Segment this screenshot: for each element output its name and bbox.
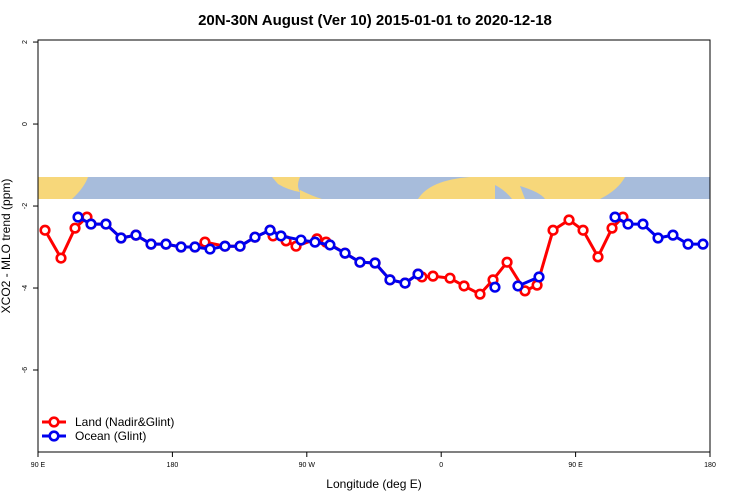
data-point (199, 236, 211, 248)
legend-marker (48, 430, 60, 442)
data-point (697, 238, 709, 250)
data-point (130, 229, 142, 241)
y-tick-label: -4 (22, 285, 29, 291)
data-point (399, 277, 411, 289)
chart-title: 20N-30N August (Ver 10) 2015-01-01 to 20… (198, 12, 552, 29)
data-point (275, 230, 287, 242)
data-point (234, 240, 246, 252)
data-point (577, 224, 589, 236)
data-point (354, 256, 366, 268)
data-point (204, 243, 216, 255)
data-point (458, 280, 470, 292)
legend-marker (48, 416, 60, 428)
y-tick-label: -2 (22, 203, 29, 209)
y-axis-label: XCO2 - MLO trend (ppm) (0, 179, 13, 314)
data-point (55, 252, 67, 264)
data-point (249, 231, 261, 243)
x-tick-label: 180 (704, 462, 716, 469)
data-point (412, 268, 424, 280)
legend-label: Land (Nadir&Glint) (75, 415, 174, 429)
data-point (519, 285, 531, 297)
data-point (606, 222, 618, 234)
legend-label: Ocean (Glint) (75, 429, 146, 443)
y-tick-label: 0 (22, 122, 29, 126)
y-tick-label: -6 (22, 367, 29, 373)
data-point (489, 281, 501, 293)
data-point (189, 241, 201, 253)
data-point (295, 234, 307, 246)
data-point (547, 224, 559, 236)
data-point (444, 272, 456, 284)
x-tick-label: 90 E (31, 462, 46, 469)
data-point (533, 271, 545, 283)
x-tick-label: 180 (167, 462, 179, 469)
data-point (427, 270, 439, 282)
data-point (384, 274, 396, 286)
data-point (100, 218, 112, 230)
map-strip (38, 177, 710, 199)
plot-frame (37, 39, 711, 453)
data-point (160, 238, 172, 250)
data-point (563, 214, 575, 226)
x-tick-label: 90 E (568, 462, 583, 469)
data-point (264, 224, 276, 236)
data-point (324, 239, 336, 251)
data-point (39, 224, 51, 236)
data-point (652, 232, 664, 244)
data-point (309, 236, 321, 248)
data-point (145, 238, 157, 250)
data-point (501, 256, 513, 268)
data-point (474, 288, 486, 300)
data-point (622, 218, 634, 230)
data-point (369, 257, 381, 269)
data-point (72, 211, 84, 223)
data-point (69, 222, 81, 234)
x-tick-label: 90 W (299, 462, 316, 469)
data-point (175, 241, 187, 253)
x-axis-label: Longitude (deg E) (326, 477, 421, 491)
y-tick-label: 2 (22, 40, 29, 44)
data-point (85, 218, 97, 230)
data-point (682, 238, 694, 250)
data-point (512, 280, 524, 292)
data-point (592, 251, 604, 263)
data-point (339, 247, 351, 259)
data-point (637, 218, 649, 230)
data-point (609, 211, 621, 223)
data-point (667, 229, 679, 241)
data-point (115, 232, 127, 244)
x-tick-label: 0 (439, 462, 443, 469)
legend: Land (Nadir&Glint)Ocean (Glint) (42, 415, 174, 443)
data-point (219, 240, 231, 252)
